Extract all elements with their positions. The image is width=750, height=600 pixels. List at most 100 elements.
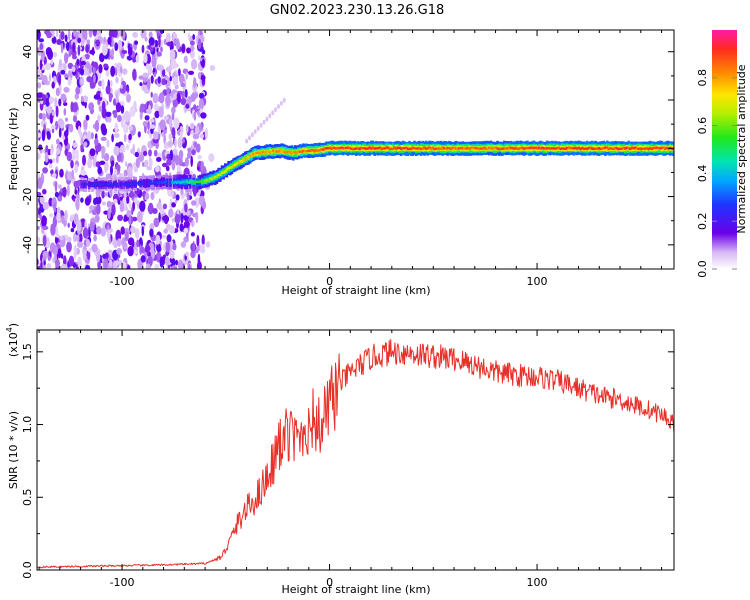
- heatmap-noise-cell: [152, 137, 159, 144]
- heatmap-noise-cell: [129, 106, 136, 117]
- heatmap-noise-cell: [151, 56, 157, 68]
- heatmap-ridge-cell: [617, 145, 620, 151]
- heatmap-noise-cell: [185, 103, 189, 108]
- colorbar: 0.0 0.2 0.4 0.6 0.8 Normalized spectral ampl…: [696, 30, 748, 278]
- heatmap-noise-cell: [169, 49, 176, 61]
- heatmap-noise-cell: [200, 161, 205, 171]
- heatmap-ridge-cell: [174, 180, 177, 184]
- heatmap-noise-cell: [193, 185, 197, 197]
- heatmap-noise-cell: [195, 211, 199, 224]
- heatmap-ridge-cell: [146, 178, 149, 188]
- heatmap-ridge-cell: [361, 147, 365, 150]
- heatmap-noise-cell: [80, 68, 85, 76]
- heatmap-noise-cell: [45, 47, 53, 57]
- heatmap-noise-cell: [171, 159, 176, 171]
- heatmap-noise-cell: [185, 251, 190, 257]
- heatmap-noise-cell: [98, 63, 103, 74]
- heatmap-noise-cell: [187, 70, 195, 75]
- heatmap-noise-cell: [56, 212, 61, 222]
- heatmap-noise-cell: [170, 91, 174, 98]
- colorbar-gradient: [712, 30, 737, 269]
- heatmap-noise-cell: [51, 111, 55, 116]
- colorbar-tick-label: 0.4: [696, 165, 709, 183]
- heatmap-noise-cell: [71, 169, 74, 180]
- heatmap-noise-cell: [145, 263, 151, 269]
- heatmap-noise-cell: [120, 117, 125, 128]
- snr-panel: -100 0 100 0.0 0.5 1.0 1.5 Height of straight …: [5, 323, 675, 596]
- heatmap-streak-cell: [256, 126, 260, 131]
- heatmap-ridge-cell: [642, 147, 645, 150]
- heatmap-noise-cell: [172, 243, 177, 251]
- heatmap-noise-cell: [38, 144, 43, 151]
- heatmap-noise-cell: [111, 204, 116, 216]
- heatmap-ridge-cell: [353, 147, 357, 150]
- heatmap-ridge-cell: [131, 182, 134, 186]
- heatmap-noise-cell: [37, 152, 41, 161]
- heatmap-noise-cell: [148, 37, 155, 46]
- heatmap-noise-cell: [141, 44, 145, 54]
- heatmap-noise-cell: [105, 69, 110, 77]
- heatmap-ridge-cell: [185, 180, 189, 183]
- heatmap-ridge-cell: [413, 147, 416, 150]
- heatmap-noise-cell: [143, 150, 148, 157]
- heatmap-noise-cell: [76, 58, 80, 66]
- heatmap-noise-cell: [93, 94, 100, 100]
- heatmap-ridge-cell: [87, 181, 91, 187]
- heatmap-ridge-cell: [365, 147, 368, 150]
- heatmap-noise-cell: [37, 132, 41, 138]
- heatmap-noise-cell: [56, 155, 59, 164]
- heatmap-ridge-cell: [529, 146, 532, 150]
- heatmap-noise-cell: [85, 264, 91, 269]
- heatmap-ridge-cell: [469, 146, 473, 150]
- heatmap-ridge-cell: [346, 146, 350, 149]
- heatmap-ridge-cell: [575, 147, 579, 150]
- heatmap-noise-cell: [140, 255, 146, 263]
- heatmap-noise-cell: [77, 256, 82, 268]
- heatmap-ridge-cell: [99, 184, 103, 187]
- heatmap-ridge-cell: [602, 146, 606, 150]
- heatmap-ridge-cell: [91, 183, 94, 186]
- heatmap-noise-cell: [37, 47, 40, 53]
- heatmap-noise-cell: [113, 112, 118, 119]
- heatmap-noise-cell: [84, 30, 88, 41]
- heatmap-noise-cell: [103, 36, 106, 43]
- heatmap-ridge-cell: [169, 179, 172, 185]
- heatmap-noise-cell: [201, 234, 205, 247]
- heatmap-noise-cell: [205, 241, 211, 248]
- heatmap-noise-cell: [204, 127, 208, 140]
- heatmap-ridge-cell: [514, 146, 518, 150]
- heatmap-noise-cell: [126, 144, 130, 150]
- heatmap-noise-cell: [117, 114, 122, 123]
- heatmap-noise-cell: [182, 138, 186, 144]
- heatmap-ridge-cell: [247, 156, 250, 159]
- heatmap-noise-cell: [111, 36, 114, 48]
- heatmap-ridge-cell: [323, 147, 327, 150]
- heatmap-ridge-cell: [418, 147, 421, 150]
- colorbar-ticks: 0.0 0.2 0.4 0.6 0.8: [696, 69, 737, 278]
- colorbar-label: Normalized spectral amplitude: [735, 64, 748, 233]
- heatmap-noise-cell: [80, 197, 84, 203]
- heatmap-noise-cell: [126, 87, 130, 93]
- heatmap-ridge-cell: [476, 147, 479, 150]
- heatmap-noise-cell: [109, 259, 113, 267]
- heatmap-noise-cell: [181, 43, 186, 54]
- heatmap-ridge-cell: [351, 147, 355, 151]
- heatmap-noise-cell: [94, 138, 99, 146]
- heatmap-ridge-cell: [207, 179, 210, 182]
- heatmap-noise-cell: [72, 42, 76, 53]
- heatmap-ridge-cell: [137, 183, 141, 186]
- heatmap-ridge-cell: [214, 175, 217, 179]
- heatmap-noise-cell: [44, 62, 51, 71]
- heatmap-ridge-cell: [557, 146, 561, 149]
- heatmap-ridge-cell: [585, 147, 589, 150]
- heatmap-noise-cell: [45, 97, 50, 107]
- heatmap-ridge-cell: [647, 147, 650, 151]
- heatmap-noise-cell: [109, 80, 113, 87]
- heatmap-noise-cell: [168, 133, 173, 140]
- heatmap-noise-cell: [83, 141, 88, 147]
- heatmap-ridge-cell: [94, 183, 98, 186]
- heatmap-noise-cell: [153, 103, 159, 111]
- heatmap-noise-cell: [154, 110, 160, 119]
- heatmap-noise-cell: [37, 68, 41, 79]
- heatmap-noise-cell: [197, 72, 202, 80]
